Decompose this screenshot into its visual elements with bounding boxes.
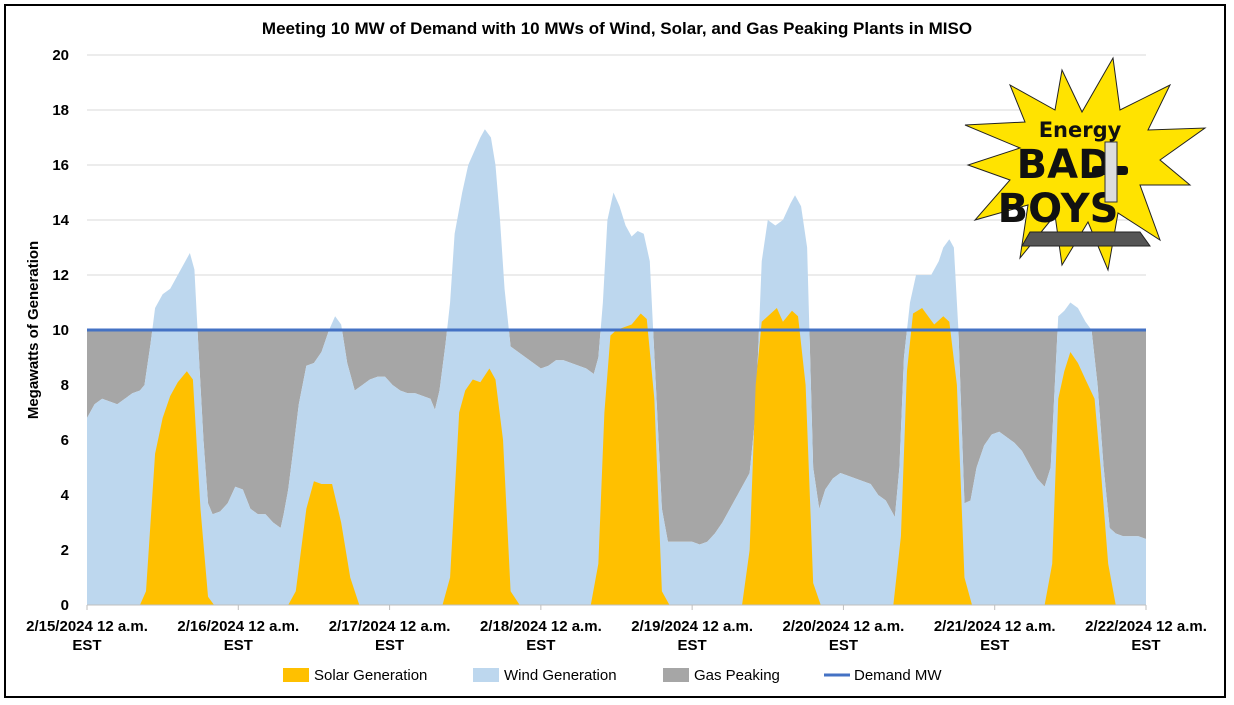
x-tick-label-tz: EST: [678, 637, 707, 654]
y-tick-label: 10: [52, 322, 69, 339]
x-tick-label-tz: EST: [980, 637, 1009, 654]
x-tick-label: 2/21/2024 12 a.m.: [934, 618, 1056, 635]
x-tick-label: 2/22/2024 12 a.m.: [1085, 618, 1207, 635]
x-tick-label: 2/17/2024 12 a.m.: [329, 618, 451, 635]
logo-text-energy: Energy: [1039, 118, 1122, 142]
legend-label-solar: Solar Generation: [314, 667, 427, 684]
y-tick-label: 0: [61, 597, 69, 614]
y-axis-ticks: 0 2 4 6 8 10 12 14 16 18 20: [52, 47, 69, 614]
x-tick-label: 2/18/2024 12 a.m.: [480, 618, 602, 635]
logo-outlet-icon: [1021, 231, 1151, 247]
x-tick-label-tz: EST: [72, 637, 101, 654]
legend-swatch-gas: [663, 668, 689, 682]
x-tick-label-tz: EST: [526, 637, 555, 654]
logo-plug-icon: [1104, 141, 1118, 203]
x-tick-label-tz: EST: [375, 637, 404, 654]
chart-title: Meeting 10 MW of Demand with 10 MWs of W…: [262, 19, 972, 38]
logo-text-bad: BAD: [1017, 142, 1112, 188]
y-tick-label: 12: [52, 267, 69, 284]
plot-areas: [87, 129, 1146, 606]
legend-label-wind: Wind Generation: [504, 667, 617, 684]
y-tick-label: 8: [61, 377, 69, 394]
x-tick-label: 2/15/2024 12 a.m.: [26, 618, 148, 635]
x-tick-label: 2/19/2024 12 a.m.: [631, 618, 753, 635]
y-tick-label: 2: [61, 542, 69, 559]
x-axis-ticks: 2/15/2024 12 a.m. EST 2/16/2024 12 a.m. EST…: [26, 605, 1207, 654]
energy-bad-boys-logo: Energy BAD BOYS: [964, 56, 1207, 272]
y-tick-label: 14: [52, 212, 69, 229]
x-tick-label-tz: EST: [1131, 637, 1160, 654]
solar-generation-area: [87, 308, 1146, 605]
legend-swatch-solar: [283, 668, 309, 682]
legend-label-demand: Demand MW: [854, 667, 942, 684]
chart-frame: [4, 4, 1226, 698]
legend: Solar Generation Wind Generation Gas Pea…: [283, 667, 942, 684]
legend-label-gas: Gas Peaking: [694, 667, 780, 684]
y-tick-label: 16: [52, 157, 69, 174]
legend-swatch-wind: [473, 668, 499, 682]
logo-text-boys: BOYS: [998, 186, 1119, 232]
y-tick-label: 18: [52, 102, 69, 119]
x-tick-label: 2/16/2024 12 a.m.: [177, 618, 299, 635]
x-tick-label-tz: EST: [224, 637, 253, 654]
y-tick-label: 20: [52, 47, 69, 64]
y-tick-label: 4: [61, 487, 70, 504]
x-tick-label-tz: EST: [829, 637, 858, 654]
y-axis-label: Megawatts of Generation: [25, 241, 42, 419]
x-tick-label: 2/20/2024 12 a.m.: [783, 618, 905, 635]
y-tick-label: 6: [61, 432, 69, 449]
logo-starburst: [964, 56, 1207, 272]
gas-peaking-area: [87, 330, 1146, 545]
